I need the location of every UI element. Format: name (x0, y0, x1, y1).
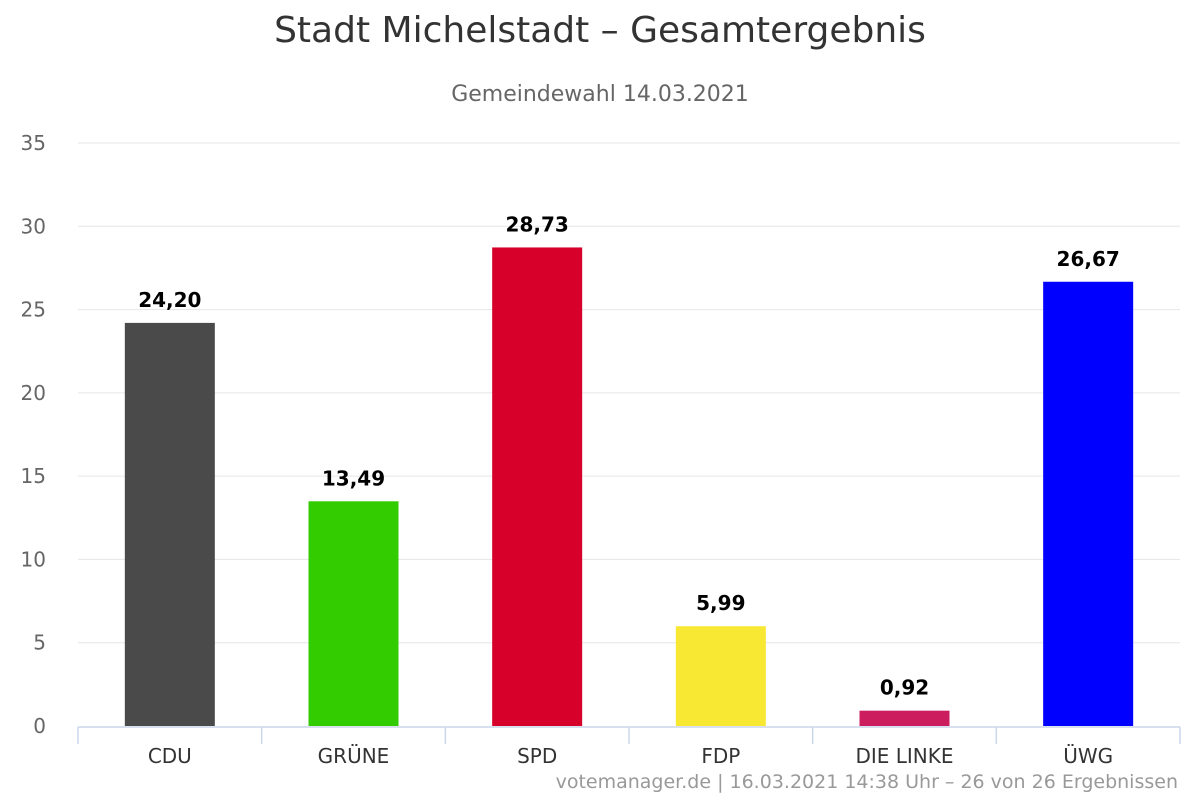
y-tick-label: 35 (21, 131, 46, 155)
y-tick-label: 0 (33, 714, 46, 738)
x-tick-label: DIE LINKE (855, 744, 953, 768)
y-tick-label: 20 (21, 381, 46, 405)
x-tick-label: GRÜNE (318, 744, 390, 768)
y-tick-label: 25 (21, 298, 46, 322)
data-label: 28,73 (506, 212, 569, 236)
x-tick-label: SPD (517, 744, 557, 768)
x-axis: CDU GRÜNE SPD FDP DIE LINKE ÜWG (77, 726, 1181, 768)
bar (859, 710, 950, 726)
x-tick-label: FDP (701, 744, 740, 768)
chart-title: Stadt Michelstadt – Gesamtergebnis (274, 10, 926, 51)
data-label: 26,67 (1057, 247, 1120, 271)
y-axis-ticks: 0 5 10 15 20 25 30 35 (21, 131, 46, 738)
bar (124, 322, 215, 726)
credit-text: votemanager.de | 16.03.2021 14:38 Uhr – … (555, 771, 1178, 793)
bars (124, 247, 1134, 726)
x-tick-label: ÜWG (1063, 744, 1113, 768)
chart-subtitle: Gemeindewahl 14.03.2021 (451, 82, 749, 107)
y-tick-label: 5 (33, 631, 46, 655)
data-label: 5,99 (696, 591, 745, 615)
data-label: 13,49 (322, 466, 385, 490)
bar (675, 626, 766, 726)
bar (492, 247, 583, 726)
bar (1043, 281, 1134, 726)
data-label: 24,20 (138, 288, 201, 312)
bar (308, 501, 399, 726)
y-tick-label: 10 (21, 547, 46, 571)
x-tick-label: CDU (148, 744, 192, 768)
data-labels: 24,20 13,49 28,73 5,99 0,92 26,67 (138, 212, 1120, 699)
data-label: 0,92 (880, 676, 929, 700)
y-tick-label: 15 (21, 464, 46, 488)
gridlines (78, 142, 1180, 644)
y-tick-label: 30 (21, 214, 46, 238)
